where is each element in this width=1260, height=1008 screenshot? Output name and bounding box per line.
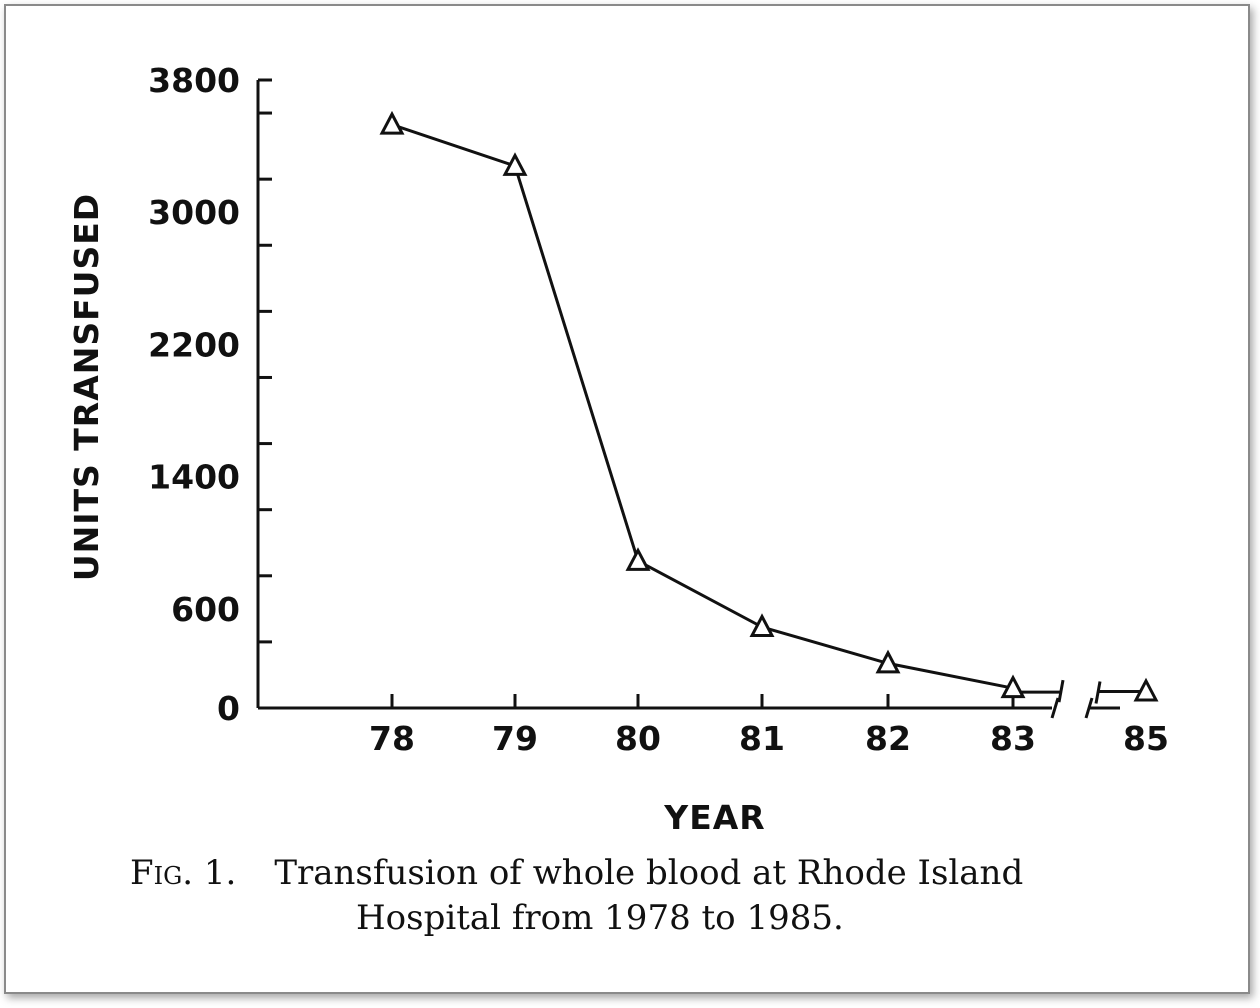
data-point-marker [875, 649, 901, 674]
x-ticks: 78 79 80 81 82 83 85 [369, 694, 1169, 758]
data-point-marker [625, 547, 651, 571]
y-tick-label: 600 [171, 590, 240, 629]
x-tick-label: 80 [615, 719, 661, 758]
x-tick-label: 85 [1123, 719, 1169, 758]
y-ticks: 0 600 1400 2200 3000 3800 [148, 61, 272, 728]
data-point-marker [1133, 677, 1159, 702]
data-point-marker [1000, 674, 1026, 699]
x-tick-label: 83 [990, 719, 1036, 758]
figure-caption: Fig. 1. Transfusion of whole blood at Rho… [130, 853, 1023, 893]
data-point-marker [749, 613, 775, 638]
x-axis-title: YEAR [663, 798, 765, 837]
y-tick-label: 1400 [148, 458, 240, 497]
y-tick-label: 2200 [148, 325, 240, 364]
y-axis-title: UNITS TRANSFUSED [67, 193, 106, 581]
caption-label: Fig. 1. [130, 853, 237, 893]
x-tick-label: 79 [492, 719, 538, 758]
y-tick-label: 0 [217, 689, 240, 728]
caption-line-2: Hospital from 1978 to 1985. [356, 898, 844, 938]
y-tick-label: 3000 [148, 193, 240, 232]
series-group [379, 110, 1159, 704]
figure-frame [4, 4, 1250, 994]
data-point-marker [502, 152, 528, 176]
series-break-mark [1057, 679, 1065, 703]
figure-caption-line-2: Hospital from 1978 to 1985. [356, 898, 844, 938]
y-tick-label: 3800 [148, 61, 240, 100]
caption-line-1: Transfusion of whole blood at Rhode Isla… [274, 853, 1024, 893]
x-tick-label: 78 [369, 719, 415, 758]
x-axis-break-mark [1084, 697, 1094, 719]
x-tick-label: 81 [739, 719, 785, 758]
axes [256, 78, 1120, 719]
data-point-marker [379, 110, 405, 135]
x-axis-break-mark [1050, 697, 1060, 719]
x-tick-label: 82 [865, 719, 911, 758]
series-line [391, 123, 1014, 690]
